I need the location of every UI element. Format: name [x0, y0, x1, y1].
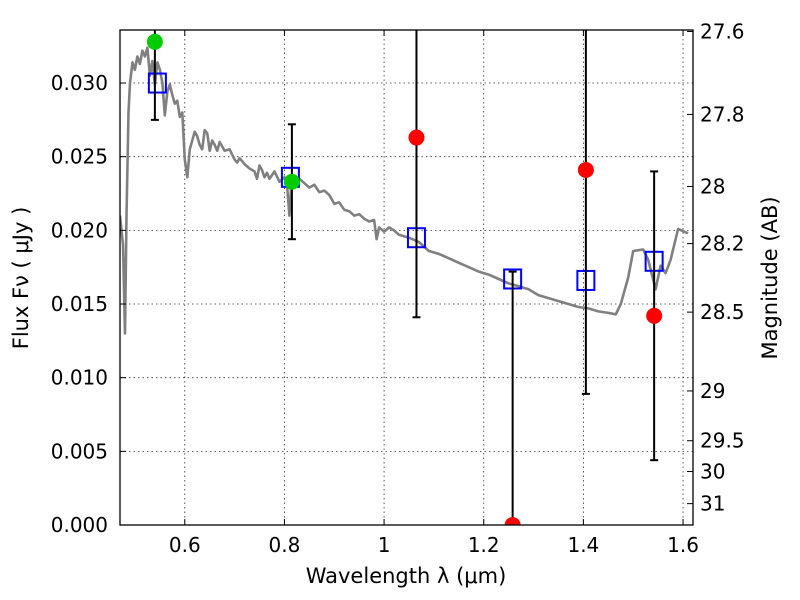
y2-tick-label: 29: [700, 379, 725, 403]
non-detection-point: [577, 161, 594, 178]
y-axis-title: Flux Fν ( μJy ): [9, 207, 33, 350]
y-tick-label: 0.020: [51, 218, 108, 242]
y-tick-label: 0.010: [51, 366, 108, 390]
y2-tick-label: 27.8: [700, 102, 745, 126]
y-tick-label: 0.025: [51, 145, 108, 169]
x-tick-label: 1: [378, 533, 391, 557]
tick-marks: [120, 30, 693, 526]
x-tick-label: 1.4: [567, 533, 599, 557]
series-layer: [120, 30, 689, 525]
y-tick-label: 0.005: [51, 439, 108, 463]
y2-axis-title: Magnitude (AB): [758, 196, 782, 359]
y2-tick-label: 31: [700, 492, 725, 516]
y2-tick-label: 28: [700, 174, 725, 198]
sed-template-line: [120, 46, 689, 335]
detection-point: [283, 173, 300, 190]
y2-tick-label: 28.5: [700, 300, 745, 324]
y2-tick-label: 30: [700, 460, 725, 484]
y2-tick-labels: 27.6 27.8 28 28.2 28.5 29 29.5 30 31: [700, 19, 745, 515]
x-tick-label: 0.8: [269, 533, 301, 557]
y2-tick-label: 28.2: [700, 232, 745, 256]
y2-tick-label: 29.5: [700, 429, 745, 453]
x-tick-labels: 0.6 0.8 1 1.2 1.4 1.6: [169, 533, 699, 557]
y2-tick-label: 27.6: [700, 19, 745, 43]
y-tick-label: 0.000: [51, 513, 108, 537]
y-tick-label: 0.015: [51, 292, 108, 316]
x-tick-label: 0.6: [169, 533, 201, 557]
y-tick-label: 0.030: [51, 71, 108, 95]
non-detection-point: [504, 517, 521, 525]
detection-point: [146, 33, 163, 50]
y-tick-labels: 0.000 0.005 0.010 0.015 0.020 0.025 0.030: [51, 71, 108, 537]
grid-lines: [120, 30, 693, 526]
non-detection-point: [408, 129, 425, 146]
model-flux-square: [147, 72, 167, 94]
x-axis-title: Wavelength λ (μm): [306, 564, 507, 588]
non-detection-point: [646, 307, 663, 324]
x-tick-label: 1.6: [667, 533, 699, 557]
x-tick-label: 1.2: [468, 533, 500, 557]
plot-frame: [119, 29, 694, 526]
